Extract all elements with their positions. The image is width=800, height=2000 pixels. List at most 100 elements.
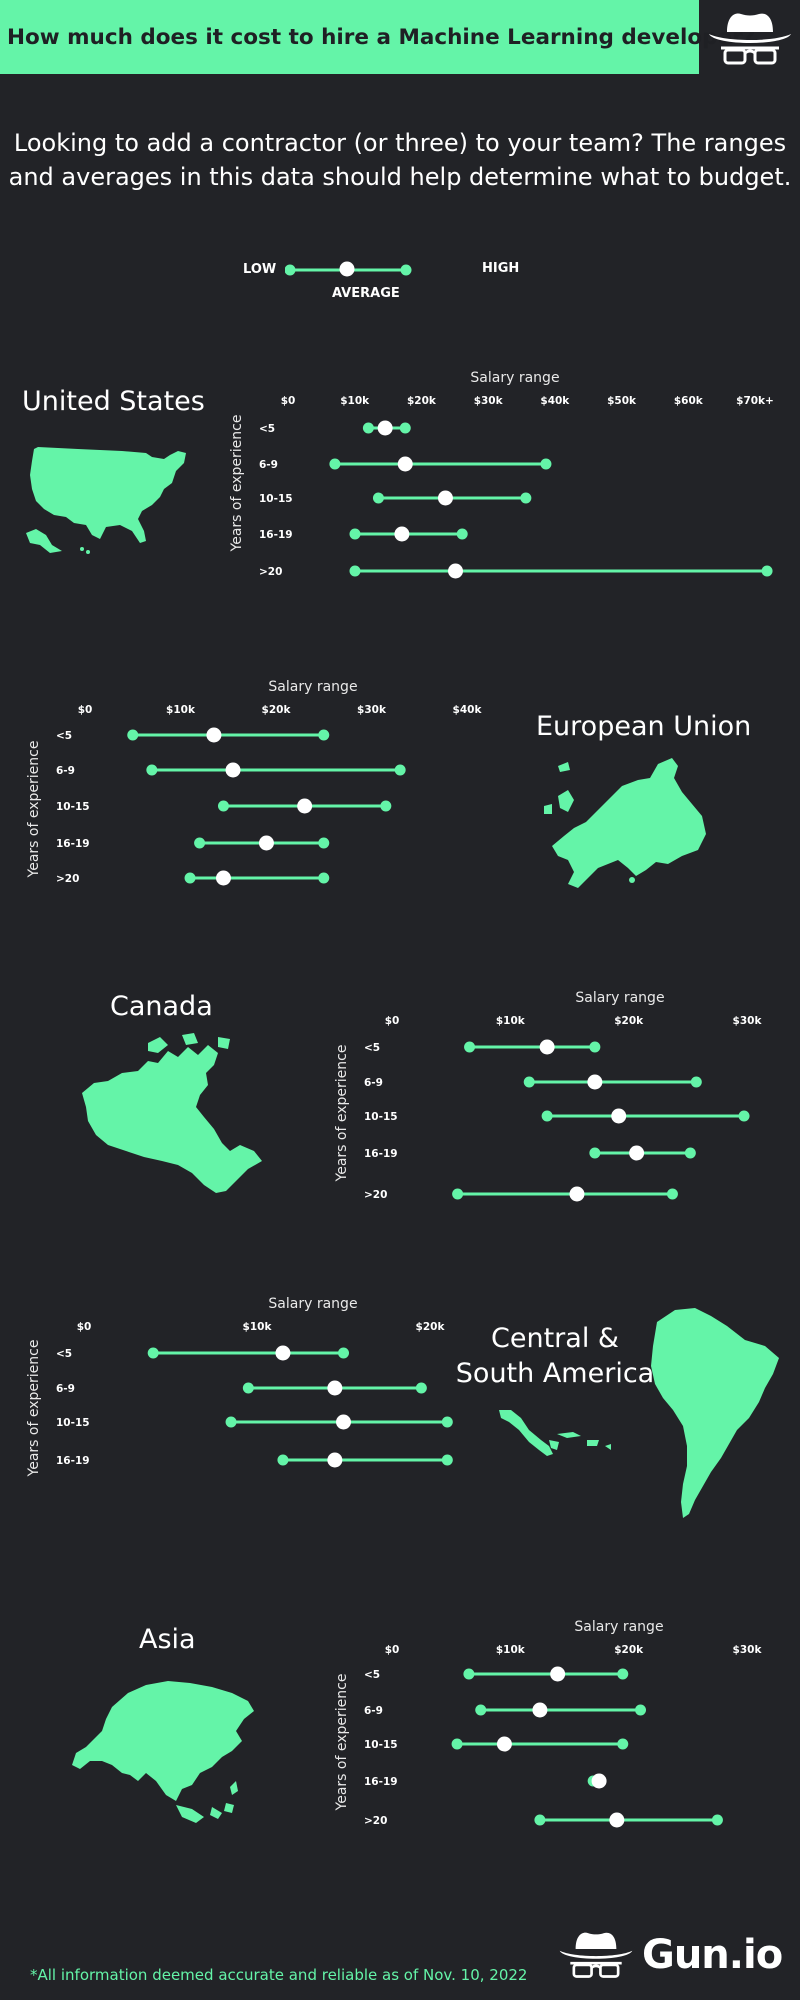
category-label: 10-15	[364, 1739, 398, 1751]
chart-eu: Salary range Years of experience $0 $10k $20…	[22, 677, 502, 893]
category-label: <5	[56, 1348, 72, 1360]
average-point	[275, 1345, 291, 1361]
y-axis-title: Years of experience	[229, 415, 245, 553]
x-tick-label: $60k	[674, 395, 704, 407]
x-tick-label: $30k	[357, 704, 387, 716]
footer-note: *All information deemed accurate and rel…	[30, 1966, 528, 1984]
region-title-asia: Asia	[139, 1624, 196, 1655]
legend-low-label: LOW	[243, 262, 277, 277]
low-point	[534, 1814, 546, 1826]
x-tick-label: $40k	[540, 395, 570, 407]
x-tick-label: $20k	[614, 1644, 644, 1656]
high-point	[690, 1076, 702, 1088]
low-point	[225, 1416, 237, 1428]
chart-svg: Salary range Years of experience $0 $10k $20…	[26, 1296, 453, 1477]
category-label: 6-9	[364, 1705, 383, 1717]
category-label: 16-19	[364, 1148, 398, 1160]
y-axis-title: Years of experience	[334, 1674, 350, 1812]
average-point	[611, 1108, 627, 1124]
average-point	[550, 1666, 566, 1682]
high-point	[318, 872, 330, 884]
category-label: <5	[364, 1669, 380, 1681]
region-title-canada: Canada	[110, 991, 213, 1022]
category-label: 6-9	[364, 1077, 383, 1089]
high-point	[399, 422, 411, 434]
category-label: 10-15	[259, 493, 293, 505]
united-states-map-icon	[26, 447, 186, 554]
low-point	[589, 1147, 601, 1159]
category-label: 10-15	[56, 801, 90, 813]
high-point	[338, 1347, 349, 1359]
category-label: 16-19	[56, 838, 90, 850]
page-title: How much does it cost to hire a Machine …	[7, 24, 756, 50]
chart-central-south-america: Salary range Years of experience $0 $10k $20…	[22, 1293, 462, 1481]
low-point	[329, 458, 341, 470]
canada-map-icon	[82, 1033, 262, 1193]
category-label: >20	[56, 873, 79, 885]
average-point	[336, 1414, 351, 1430]
low-point	[194, 837, 206, 849]
category-label: 10-15	[56, 1417, 90, 1429]
low-point	[217, 800, 229, 812]
x-tick-label: $20k	[614, 1015, 644, 1027]
x-tick-label: $70k+	[736, 395, 774, 407]
chart-asia: Salary range Years of experience $0 $10k $20…	[330, 1614, 790, 1839]
average-point	[609, 1812, 625, 1828]
average-point	[539, 1039, 555, 1055]
chart-svg: Salary range Years of experience $0 $10k $20…	[334, 990, 763, 1202]
region-title-latam: Central & South America	[455, 1323, 655, 1389]
average-point	[377, 420, 393, 436]
high-point	[738, 1110, 750, 1122]
central-south-america-map-icon	[499, 1308, 779, 1518]
low-point	[464, 1041, 476, 1053]
average-point	[569, 1186, 585, 1202]
x-tick-label: $30k	[474, 395, 504, 407]
category-label: <5	[259, 423, 275, 435]
x-tick-label: $0	[77, 1321, 92, 1333]
average-point	[587, 1074, 603, 1090]
high-point	[394, 764, 406, 776]
high-point	[617, 1668, 629, 1680]
average-point	[297, 798, 313, 814]
footer-logo: Gun.io	[556, 1924, 796, 1990]
y-axis-title: Years of experience	[334, 1045, 350, 1183]
high-point	[380, 800, 392, 812]
high-point	[684, 1147, 696, 1159]
category-label: 6-9	[56, 1383, 75, 1395]
average-point	[437, 490, 453, 506]
high-point	[520, 492, 532, 504]
x-tick-label: $20k	[407, 395, 437, 407]
x-tick-label: $30k	[733, 1015, 763, 1027]
average-point	[215, 870, 231, 886]
x-tick-label: $50k	[607, 395, 637, 407]
chart-title: Salary range	[470, 370, 559, 386]
average-point	[591, 1773, 607, 1789]
chart-svg: Salary range Years of experience $0 $10k $20…	[26, 679, 482, 886]
high-point	[415, 1382, 427, 1394]
region-title-eu: European Union	[536, 711, 752, 742]
category-label: 16-19	[259, 529, 293, 541]
intro-text: Looking to add a contractor (or three) t…	[0, 126, 800, 194]
legend: LOW HIGH AVERAGE	[220, 255, 540, 305]
category-label: 10-15	[364, 1111, 398, 1123]
average-point	[496, 1736, 512, 1752]
legend-range-sample	[285, 261, 412, 277]
high-point	[635, 1704, 646, 1716]
low-point	[523, 1076, 535, 1088]
average-point	[225, 762, 241, 778]
low-point	[362, 422, 374, 434]
low-point	[146, 764, 158, 776]
high-point	[711, 1814, 723, 1826]
category-label: >20	[259, 566, 282, 578]
x-tick-label: $0	[385, 1644, 400, 1656]
legend-average-label: AVERAGE	[332, 286, 400, 301]
x-tick-label: $0	[78, 704, 93, 716]
chart-canada: Salary range Years of experience $0 $10k $20…	[330, 985, 790, 1210]
category-label: >20	[364, 1189, 387, 1201]
low-point	[372, 492, 384, 504]
low-point	[475, 1704, 487, 1716]
y-axis-title: Years of experience	[26, 741, 42, 879]
x-tick-label: $10k	[496, 1644, 526, 1656]
high-point	[666, 1188, 678, 1200]
high-point	[617, 1738, 629, 1750]
